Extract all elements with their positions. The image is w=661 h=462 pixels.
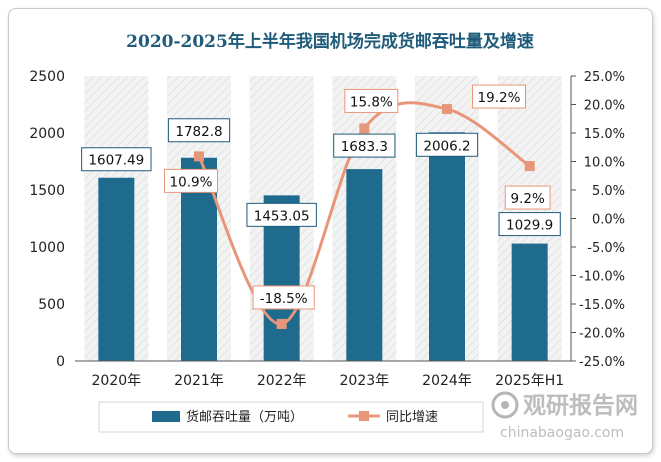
legend-bar-swatch	[152, 411, 180, 422]
watermark: 观研报告网 chinabaogao.com	[491, 391, 638, 441]
bar-value-label-text: 1607.49	[88, 153, 144, 169]
bar-series	[98, 132, 548, 361]
bar-value-label-text: 1453.05	[254, 208, 310, 224]
left-axis-tick-label: 500	[38, 297, 65, 313]
line-value-label: 15.8%	[344, 88, 399, 113]
line-marker	[276, 318, 287, 329]
bar-value-label-box	[246, 202, 317, 227]
line-value-label: 9.2%	[504, 185, 551, 210]
x-axis-tick-label: 2023年	[340, 373, 390, 389]
line-value-label-text: 10.9%	[170, 174, 213, 190]
right-axis-tick-label: 15.0%	[584, 127, 625, 142]
bar-value-label-text: 1029.9	[506, 218, 553, 234]
left-axis-tick-label: 2500	[29, 69, 65, 85]
line-value-label-text: 9.2%	[511, 191, 545, 207]
x-axis-tick-label: 2022年	[257, 373, 307, 389]
line-path	[197, 101, 531, 326]
data-labels: 1607.49 1782.8 1453.05 1683.3 2006.2 1029.9 10…	[81, 84, 561, 310]
bar-value-label: 1453.05	[246, 202, 317, 227]
line-value-label: 19.2%	[472, 84, 526, 109]
right-axis-tick-label: 20.0%	[584, 99, 625, 114]
bar-value-label-box	[167, 118, 231, 143]
right-axis-tick-label: 10.0%	[584, 156, 625, 171]
line-value-label-box	[344, 88, 399, 113]
watermark-brand: 观研报告网	[523, 393, 638, 419]
bar-value-label: 1683.3	[333, 133, 396, 158]
right-axis-tick-label: 5.0%	[592, 184, 625, 199]
bar-value-label-box	[415, 132, 479, 157]
x-axis-tick-label: 2021年	[174, 373, 224, 389]
watermark-url: chinabaogao.com	[500, 425, 624, 441]
right-axis-tick-label: -10.0%	[579, 270, 625, 285]
chart-title: 2020-2025年上半年我国机场完成货邮吞吐量及增速	[126, 31, 534, 52]
left-axis-tick-label: 1500	[29, 183, 65, 199]
line-value-label-text: 15.8%	[350, 94, 393, 110]
line-value-label-box	[472, 84, 526, 109]
right-axis-tick-label: -5.0%	[587, 241, 625, 256]
right-axis-tick-label: 25.0%	[584, 70, 625, 85]
legend-line-marker	[359, 411, 369, 421]
legend: 货邮吞吐量（万吨） 同比增速	[98, 401, 484, 433]
bar-value-label-box	[81, 147, 152, 172]
x-axis: 2020年 2021年 2022年 2023年 2024年 2025年H1	[92, 373, 565, 389]
bar-value-label-text: 2006.2	[423, 138, 470, 154]
line-value-label-box	[252, 285, 315, 310]
bar	[98, 177, 135, 361]
bar-value-label-text: 1782.8	[175, 124, 222, 140]
right-axis-tick-label: -20.0%	[579, 327, 625, 342]
bar-value-label: 1607.49	[81, 147, 152, 172]
line-value-label-box	[504, 185, 551, 210]
line-value-label: -18.5%	[252, 285, 315, 310]
bar-value-label-box	[333, 133, 396, 158]
right-axis-tick-label: -25.0%	[579, 355, 625, 370]
left-axis: 0 500 1000 1500 2000 2500	[29, 69, 65, 370]
bar	[511, 243, 548, 361]
line-value-label: 10.9%	[164, 168, 218, 193]
right-axis-tick-label: -15.0%	[579, 298, 625, 313]
right-axis-tick-label: 0.0%	[592, 213, 625, 228]
left-axis-tick-label: 2000	[29, 126, 65, 142]
legend-box	[98, 401, 484, 433]
line-marker	[359, 123, 370, 134]
left-axis-tick-label: 0	[56, 354, 65, 370]
line-marker	[442, 104, 452, 115]
x-axis-tick-label: 2024年	[422, 373, 472, 389]
bar-value-label-box	[498, 212, 561, 237]
bar-value-label: 1029.9	[498, 212, 561, 237]
bar	[346, 169, 383, 361]
line-value-label-text: 19.2%	[478, 90, 521, 106]
bar-value-label: 1782.8	[167, 118, 231, 143]
bar-value-label-text: 1683.3	[341, 139, 388, 155]
legend-bar-label: 货邮吞吐量（万吨）	[186, 409, 303, 425]
bar	[429, 132, 465, 361]
right-axis: 25.0% 20.0% 15.0% 10.0% 5.0% 0.0% -5.0% -10.0% -…	[571, 70, 625, 370]
x-axis-tick-label: 2025年H1	[495, 373, 564, 389]
legend-line-label: 同比增速	[386, 410, 438, 425]
line-value-label-box	[164, 168, 218, 193]
line-value-label-text: -18.5%	[260, 291, 308, 307]
x-axis-tick-label: 2020年	[92, 373, 142, 389]
line-marker	[194, 151, 204, 162]
line-marker	[524, 161, 535, 172]
watermark-logo-icon	[491, 391, 519, 419]
line-series	[194, 101, 535, 329]
bar-value-label: 2006.2	[415, 132, 479, 157]
left-axis-tick-label: 1000	[29, 240, 65, 256]
background-stripes	[84, 76, 562, 361]
